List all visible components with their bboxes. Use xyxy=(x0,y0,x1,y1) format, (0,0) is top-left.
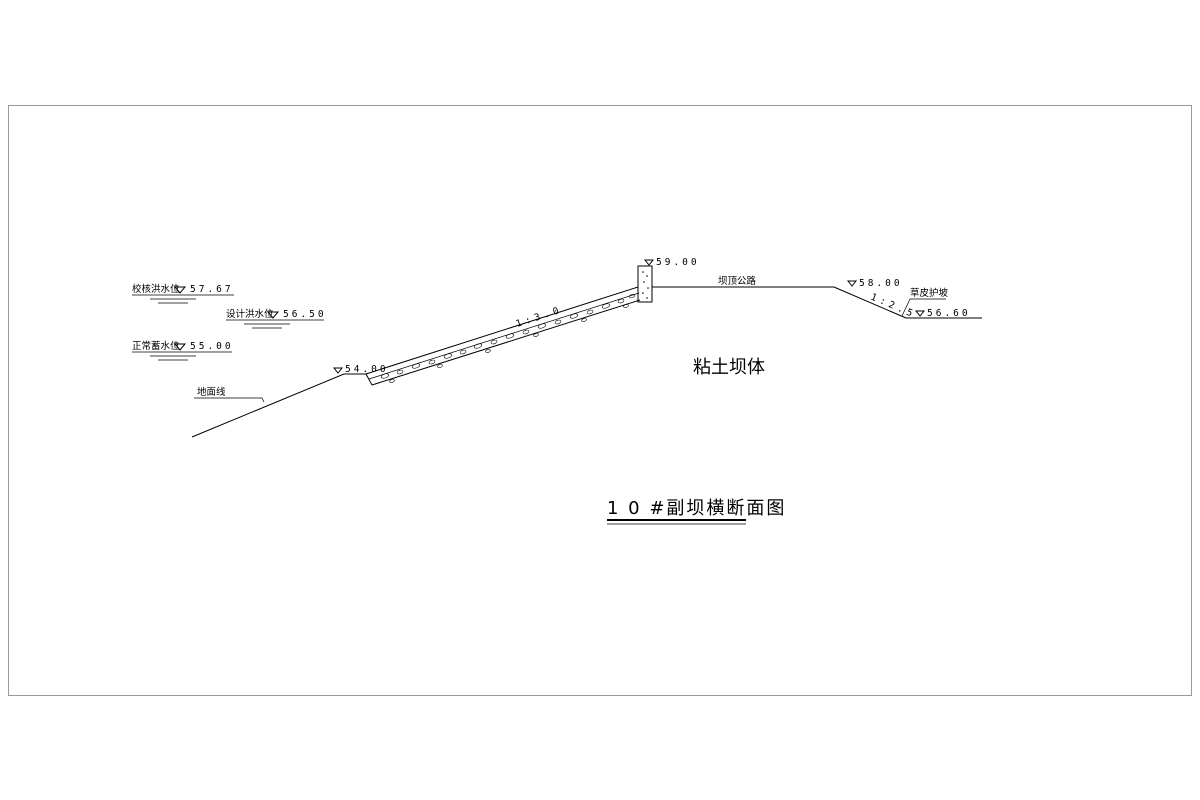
riprap-pattern xyxy=(380,293,636,383)
berm-elevation: 58.00 xyxy=(859,278,903,289)
wall-hatch xyxy=(642,271,649,299)
elevation-toe: 54.00 xyxy=(332,364,389,375)
water-level-value: 56.50 xyxy=(283,309,327,320)
slope-inner-line xyxy=(371,299,641,386)
level-triangle-icon xyxy=(173,343,187,351)
ground-leader xyxy=(194,397,265,403)
crest-elevation: 59.00 xyxy=(656,257,700,268)
ground-label: 地面线 xyxy=(197,386,226,398)
drawing-title-group: 1 0 #副坝横断面图 xyxy=(607,498,786,525)
dam-body-label: 粘土坝体 xyxy=(693,357,765,378)
grass-leader xyxy=(901,298,946,317)
level-triangle-icon xyxy=(173,286,187,294)
water-level-value: 57.67 xyxy=(190,284,234,295)
elevation-value: 54.00 xyxy=(345,364,389,375)
slope-toe-edge xyxy=(365,373,373,386)
parapet-wall xyxy=(637,265,653,303)
level-triangle-icon xyxy=(643,259,655,266)
level-triangle-icon xyxy=(846,280,858,287)
water-level-name: 校核洪水位 xyxy=(132,283,180,295)
water-level-check-flood: 校核洪水位 57.67 xyxy=(132,283,234,304)
level-triangle-icon xyxy=(266,311,280,319)
crest-wall: 59.00 xyxy=(637,257,700,303)
drawing-frame xyxy=(8,105,1192,696)
water-level-value: 55.00 xyxy=(190,341,234,352)
water-level-name: 正常蓄水位 xyxy=(132,340,180,352)
crest-and-downstream: 坝顶公路 58.00 1:2.5 草皮护坡 56.60 xyxy=(652,275,982,321)
drawing-title: 1 0 #副坝横断面图 xyxy=(607,498,786,519)
slope-mid-line xyxy=(368,292,640,380)
downstream-toe-elevation: 56.60 xyxy=(927,308,971,319)
road-label: 坝顶公路 xyxy=(718,275,757,287)
upstream-slope: 1:3.0 xyxy=(365,286,641,386)
slope-surface-line xyxy=(365,286,639,375)
ground-line xyxy=(191,373,345,438)
ground-line-group: 地面线 xyxy=(191,373,366,438)
grass-label: 草皮护坡 xyxy=(910,287,949,299)
water-level-normal: 正常蓄水位 55.00 xyxy=(132,340,234,361)
water-level-design-flood: 设计洪水位 56.50 xyxy=(226,308,327,329)
downstream-slope-line xyxy=(833,286,907,319)
level-triangle-icon xyxy=(332,367,344,374)
level-triangle-icon xyxy=(914,310,926,317)
water-level-name: 设计洪水位 xyxy=(226,308,274,320)
